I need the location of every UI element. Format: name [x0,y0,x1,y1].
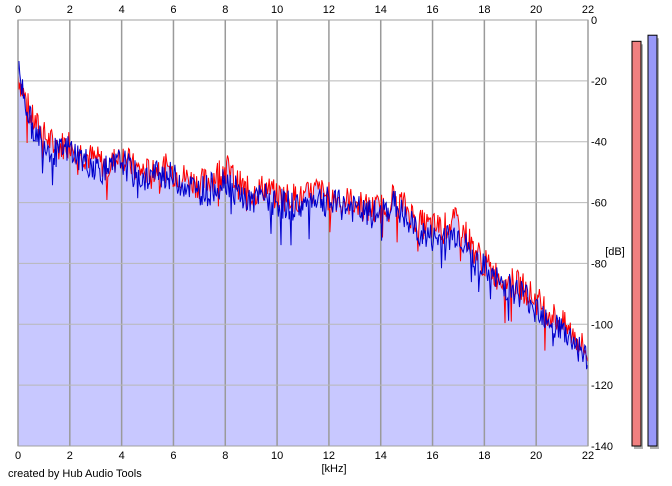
x-tick-label: 10 [271,4,283,16]
x-tick-label: 0 [15,4,21,16]
x-tick-label: 2 [67,4,73,16]
level-meter-bar [647,34,658,447]
x-tick-label: 20 [530,450,542,462]
y-tick-labels: 0 -20 -40 -60 -80 -100 -120 -140 [591,15,613,453]
x-tick-label: 16 [426,450,438,462]
x-tick-label: 0 [15,450,21,462]
x-tick-label: 8 [222,450,228,462]
x-tick-label: 6 [170,450,176,462]
x-tick-label: 16 [426,4,438,16]
x-tick-label: 18 [478,4,490,16]
x-tick-label: 4 [119,4,125,16]
x-tick-label: 8 [222,4,228,16]
plot-frame [17,19,589,447]
y-tick-label: -20 [591,76,607,88]
x-tick-label: 6 [170,4,176,16]
y-tick-label: -100 [591,319,613,331]
y-tick-label: -140 [591,441,613,453]
x-axis-label: [kHz] [321,463,346,475]
x-tick-label: 4 [119,450,125,462]
grid-layer [17,19,589,447]
series-line-2 [17,60,588,370]
x-tick-label: 2 [67,450,73,462]
x-tick-label: 14 [375,450,387,462]
series-layer [17,60,588,370]
y-tick-label: -120 [591,380,613,392]
x-tick-label: 22 [582,450,594,462]
x-tick-label: 10 [271,450,283,462]
y-tick-label: -40 [591,137,607,149]
y-tick-label: -60 [591,198,607,210]
x-tick-label: 18 [478,450,490,462]
level-meters [631,34,659,450]
x-tick-label: 12 [323,4,335,16]
credit-text: created by Hub Audio Tools [8,468,142,480]
level-meter-bar [631,40,642,447]
spectrum-fill-layer [18,61,588,446]
spectrum-area-fill [18,61,588,446]
x-tick-label: 22 [582,4,594,16]
x-tick-label: 20 [530,4,542,16]
y-axis-label: [dB] [605,246,625,258]
y-tick-label: 0 [591,15,597,27]
x-tick-label: 14 [375,4,387,16]
y-tick-label: -80 [591,258,607,270]
x-tick-label: 12 [323,450,335,462]
